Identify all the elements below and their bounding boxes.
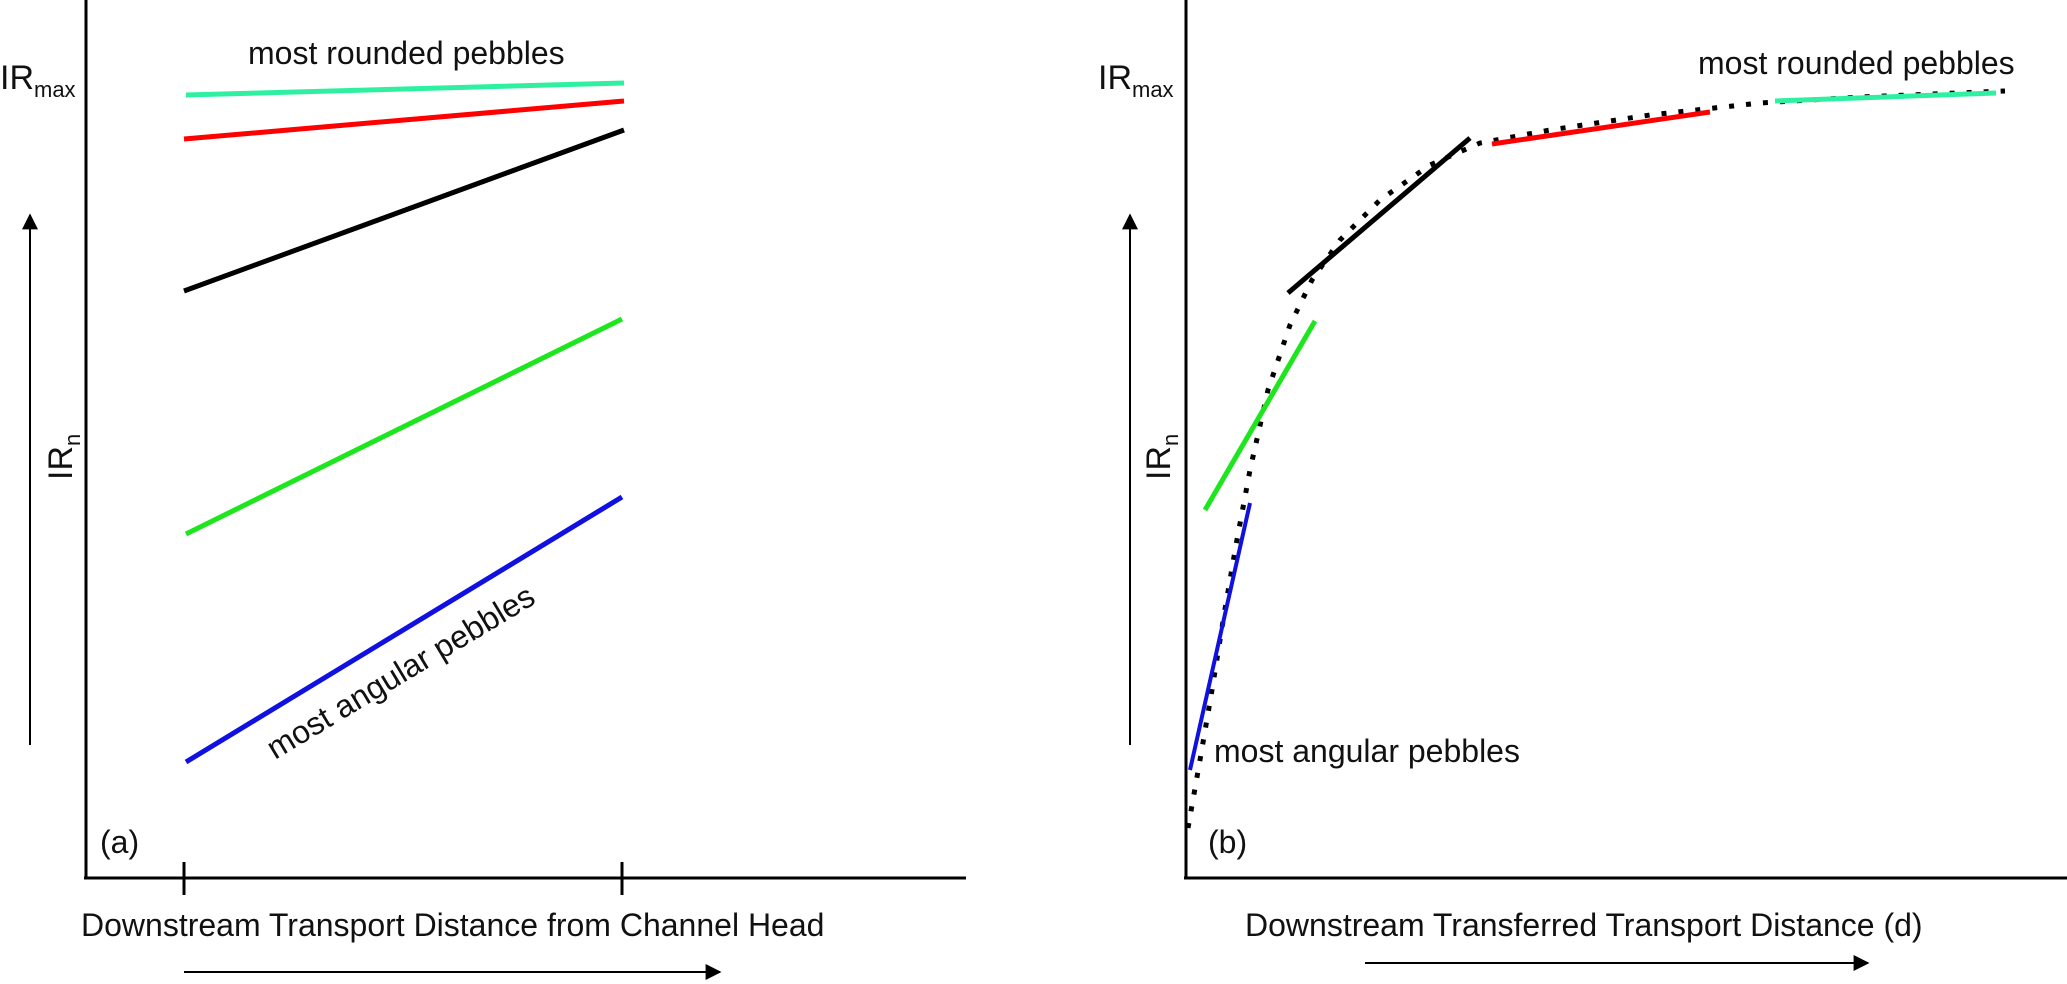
- panel-a: most rounded pebbles most angular pebble…: [0, 0, 966, 980]
- panel-b-dotted-trend: [1185, 88, 2006, 829]
- panel-b-top-note: most rounded pebbles: [1698, 45, 2015, 81]
- panel-b-line-black: [1286, 136, 1472, 295]
- panel-a-top-note: most rounded pebbles: [248, 35, 565, 71]
- panel-b: most rounded pebbles most angular pebble…: [1098, 0, 2067, 971]
- panel-a-y-max-label: IRmax: [0, 59, 76, 102]
- panel-a-tag: (a): [100, 824, 139, 860]
- panel-a-line-black: [183, 127, 625, 294]
- panel-b-y-axis-label: IRn: [1140, 434, 1183, 480]
- panel-a-line-green: [184, 316, 624, 537]
- panel-b-line-red: [1491, 109, 1711, 147]
- panel-b-line-green: [1202, 319, 1318, 512]
- panel-a-bottom-note: most angular pebbles: [260, 578, 541, 766]
- panel-b-line-angular: [1188, 502, 1252, 771]
- panel-b-y-max-label: IRmax: [1098, 59, 1174, 102]
- panel-a-y-axis-label: IRn: [42, 434, 85, 480]
- panel-a-line-red: [183, 98, 625, 142]
- panel-a-line-angular: [184, 494, 624, 765]
- panel-a-x-axis-label: Downstream Transport Distance from Chann…: [81, 907, 824, 943]
- panel-b-bottom-note: most angular pebbles: [1214, 733, 1520, 769]
- panel-b-line-rounded: [1774, 90, 1997, 104]
- panel-a-line-rounded: [185, 80, 625, 98]
- panel-b-x-axis-label: Downstream Transferred Transport Distanc…: [1245, 907, 1923, 943]
- panel-b-tag: (b): [1208, 824, 1247, 860]
